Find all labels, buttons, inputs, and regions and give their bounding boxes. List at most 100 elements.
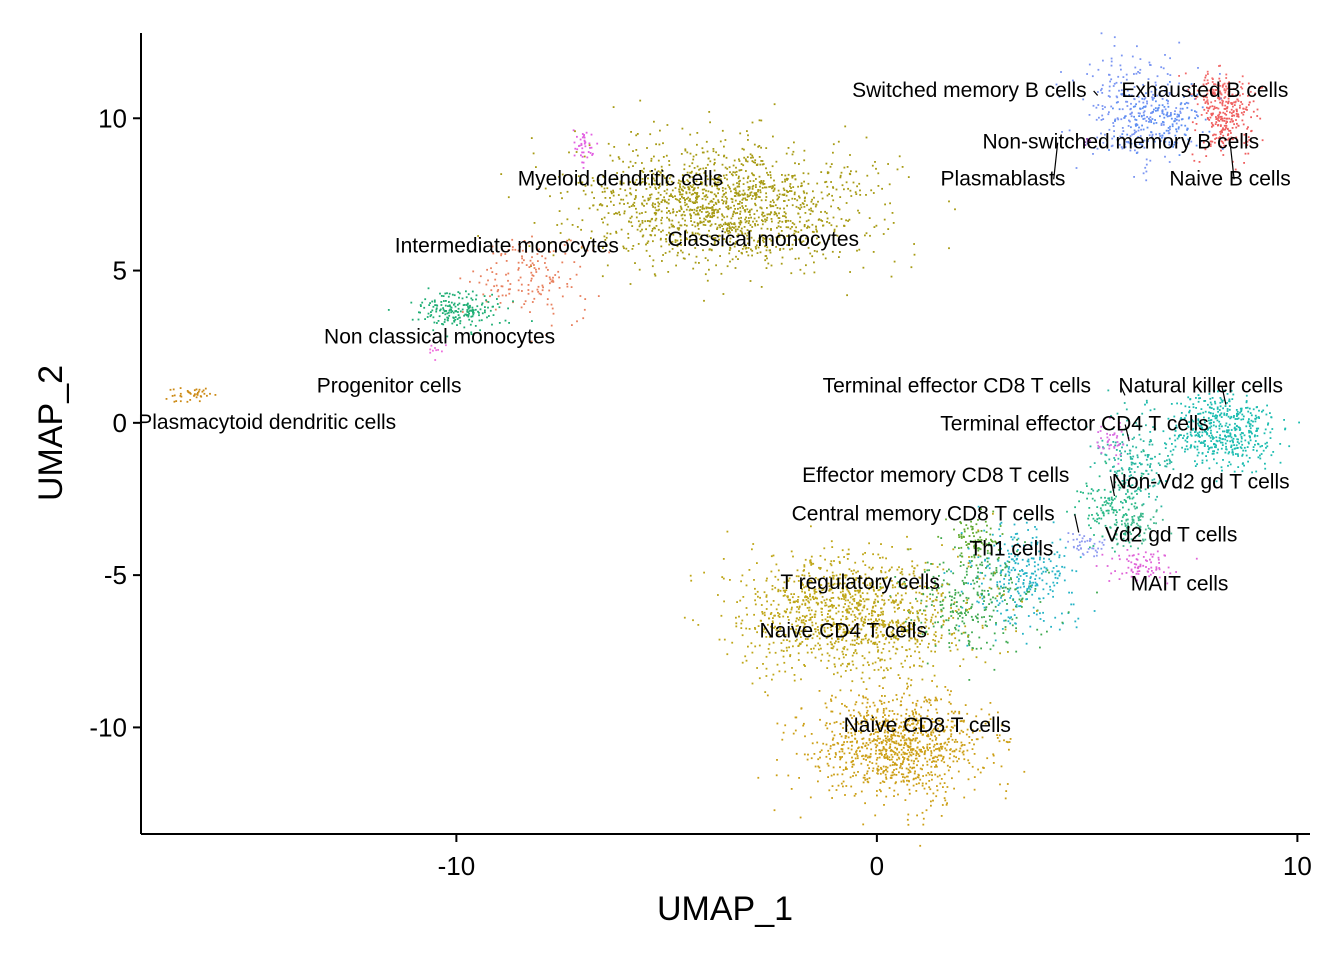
scatter-point (1183, 434, 1185, 437)
scatter-point (607, 212, 610, 214)
scatter-point (1198, 440, 1200, 443)
scatter-point (738, 160, 741, 162)
scatter-point (730, 227, 732, 230)
scatter-point (677, 227, 680, 230)
scatter-point (487, 306, 489, 309)
scatter-point (721, 182, 724, 184)
scatter-point (1161, 109, 1164, 112)
scatter-point (691, 233, 694, 235)
scatter-point (1214, 446, 1216, 448)
scatter-point (1113, 432, 1116, 435)
scatter-point (960, 535, 963, 538)
scatter-point (978, 547, 981, 550)
scatter-point (1210, 403, 1213, 406)
scatter-point (883, 623, 885, 626)
scatter-point (806, 651, 809, 654)
scatter-point (1034, 584, 1037, 587)
scatter-point (787, 173, 790, 176)
scatter-point (1194, 110, 1196, 113)
scatter-point (926, 662, 929, 665)
scatter-point (1203, 445, 1206, 447)
scatter-point (811, 223, 814, 226)
scatter-point (1081, 552, 1084, 555)
scatter-point (808, 606, 811, 609)
scatter-point (714, 223, 717, 225)
scatter-point (696, 192, 699, 194)
scatter-point (997, 553, 999, 556)
scatter-point (627, 166, 630, 169)
scatter-point (1095, 565, 1098, 567)
scatter-point (1228, 117, 1230, 120)
scatter-point (525, 251, 528, 253)
scatter-point (665, 240, 668, 243)
scatter-point (1120, 93, 1123, 96)
scatter-point (1142, 440, 1145, 442)
scatter-point (759, 189, 762, 192)
scatter-point (588, 144, 591, 147)
scatter-point (1149, 439, 1152, 441)
scatter-point (972, 587, 975, 590)
scatter-point (483, 295, 486, 297)
scatter-point (816, 182, 819, 185)
scatter-point (736, 228, 739, 231)
scatter-point (1102, 504, 1104, 506)
scatter-point (1144, 454, 1147, 457)
scatter-point (633, 205, 636, 207)
scatter-point (732, 171, 735, 174)
scatter-point (799, 268, 802, 271)
scatter-point (1220, 124, 1222, 127)
scatter-point (773, 188, 776, 191)
scatter-point (507, 279, 509, 282)
scatter-point (1130, 575, 1133, 578)
scatter-point (745, 627, 748, 630)
scatter-point (701, 188, 704, 191)
scatter-point (566, 218, 569, 221)
scatter-point (1263, 432, 1266, 435)
scatter-point (1121, 133, 1124, 135)
scatter-point (1240, 101, 1242, 103)
scatter-point (845, 219, 847, 222)
scatter-point (1091, 514, 1093, 516)
scatter-point (1144, 538, 1147, 541)
scatter-point (937, 587, 940, 589)
scatter-point (1216, 431, 1219, 433)
scatter-point (1205, 112, 1208, 114)
scatter-point (1116, 474, 1119, 477)
scatter-point (1245, 106, 1248, 109)
scatter-point (1235, 424, 1238, 427)
scatter-point (1146, 116, 1148, 118)
scatter-point (920, 621, 923, 624)
scatter-point (962, 658, 965, 661)
scatter-point (648, 183, 650, 186)
scatter-point (814, 644, 817, 647)
scatter-point (1228, 81, 1230, 84)
scatter-point (1134, 462, 1137, 465)
scatter-point (1199, 412, 1202, 415)
scatter-point (1161, 98, 1164, 100)
scatter-point (541, 284, 544, 287)
scatter-point (428, 304, 431, 306)
scatter-point (699, 222, 702, 224)
scatter-point (189, 392, 192, 395)
scatter-point (1231, 160, 1234, 163)
scatter-point (1269, 431, 1272, 434)
scatter-point (1132, 455, 1135, 458)
scatter-point (604, 239, 607, 241)
scatter-point (1206, 70, 1209, 73)
scatter-point (1172, 145, 1174, 148)
scatter-point (841, 184, 844, 187)
scatter-point (1211, 81, 1214, 83)
scatter-point (760, 160, 763, 162)
scatter-point (866, 598, 869, 601)
scatter-point (1098, 540, 1101, 543)
scatter-point (1137, 547, 1139, 550)
scatter-point (435, 310, 438, 313)
scatter-point (782, 247, 785, 250)
scatter-point (977, 538, 979, 541)
scatter-point (725, 174, 728, 176)
scatter-point (820, 219, 822, 222)
scatter-point (878, 641, 881, 643)
scatter-point (999, 592, 1001, 595)
scatter-point (668, 210, 670, 212)
scatter-point (1098, 522, 1100, 525)
